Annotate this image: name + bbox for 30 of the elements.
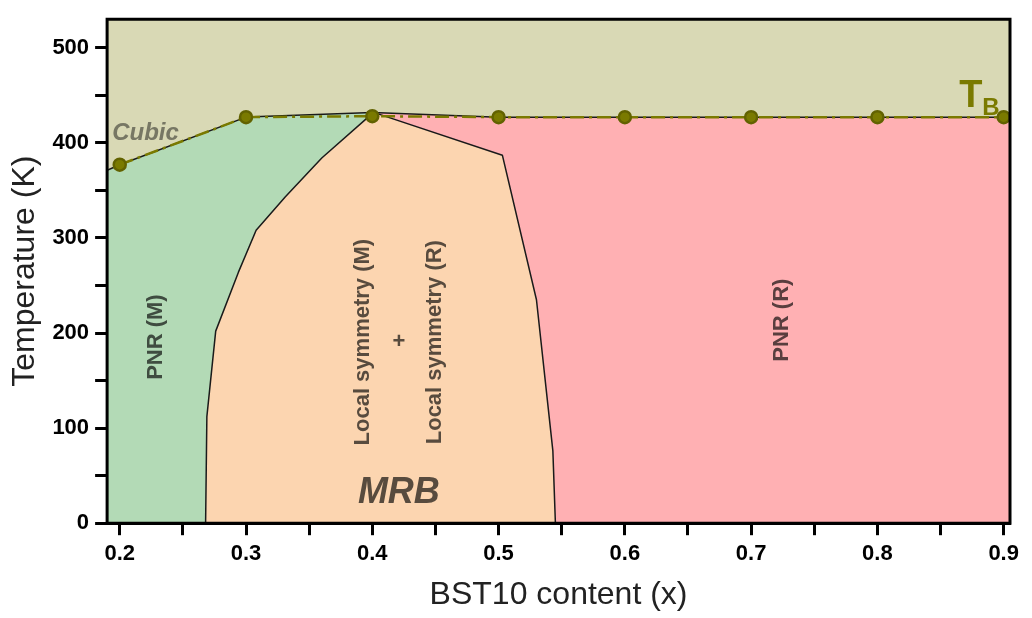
- x-tick-label: 0.5: [483, 540, 514, 566]
- x-tick-label: 0.9: [988, 540, 1019, 566]
- x-axis-title: BST10 content (x): [429, 574, 688, 611]
- point: [491, 109, 506, 125]
- y-tick-label: 100: [52, 414, 90, 440]
- x-tick-label: 0.6: [609, 540, 641, 566]
- y-tick-label: 400: [52, 128, 90, 154]
- annotation: +: [392, 328, 406, 354]
- x-tick-label: 0.3: [230, 540, 262, 566]
- series-label: PNR (M): [142, 294, 168, 380]
- x-tick-label: 0.7: [735, 540, 767, 566]
- y-tick-label: 200: [52, 319, 90, 345]
- x-tick-label: 0.2: [104, 540, 136, 566]
- y-tick-label: 300: [52, 223, 90, 249]
- point: [238, 109, 254, 125]
- x-tick-label: 0.4: [356, 540, 389, 566]
- point: [743, 109, 759, 125]
- y-tick-label: 0: [76, 509, 90, 535]
- point: [617, 109, 633, 125]
- point: [112, 157, 127, 172]
- series-label: MRB: [357, 470, 440, 512]
- point: [870, 109, 885, 125]
- series-label: PNR (R): [768, 278, 794, 362]
- y-tick-label: 500: [52, 33, 90, 59]
- y-axis-title: Temperature (K): [5, 155, 42, 387]
- annotation: Local symmetry (R): [420, 240, 446, 445]
- series-label: Cubic: [112, 118, 179, 146]
- annotation: Local symmetry (M): [348, 238, 374, 446]
- point: [365, 108, 380, 124]
- x-tick-label: 0.8: [862, 540, 893, 566]
